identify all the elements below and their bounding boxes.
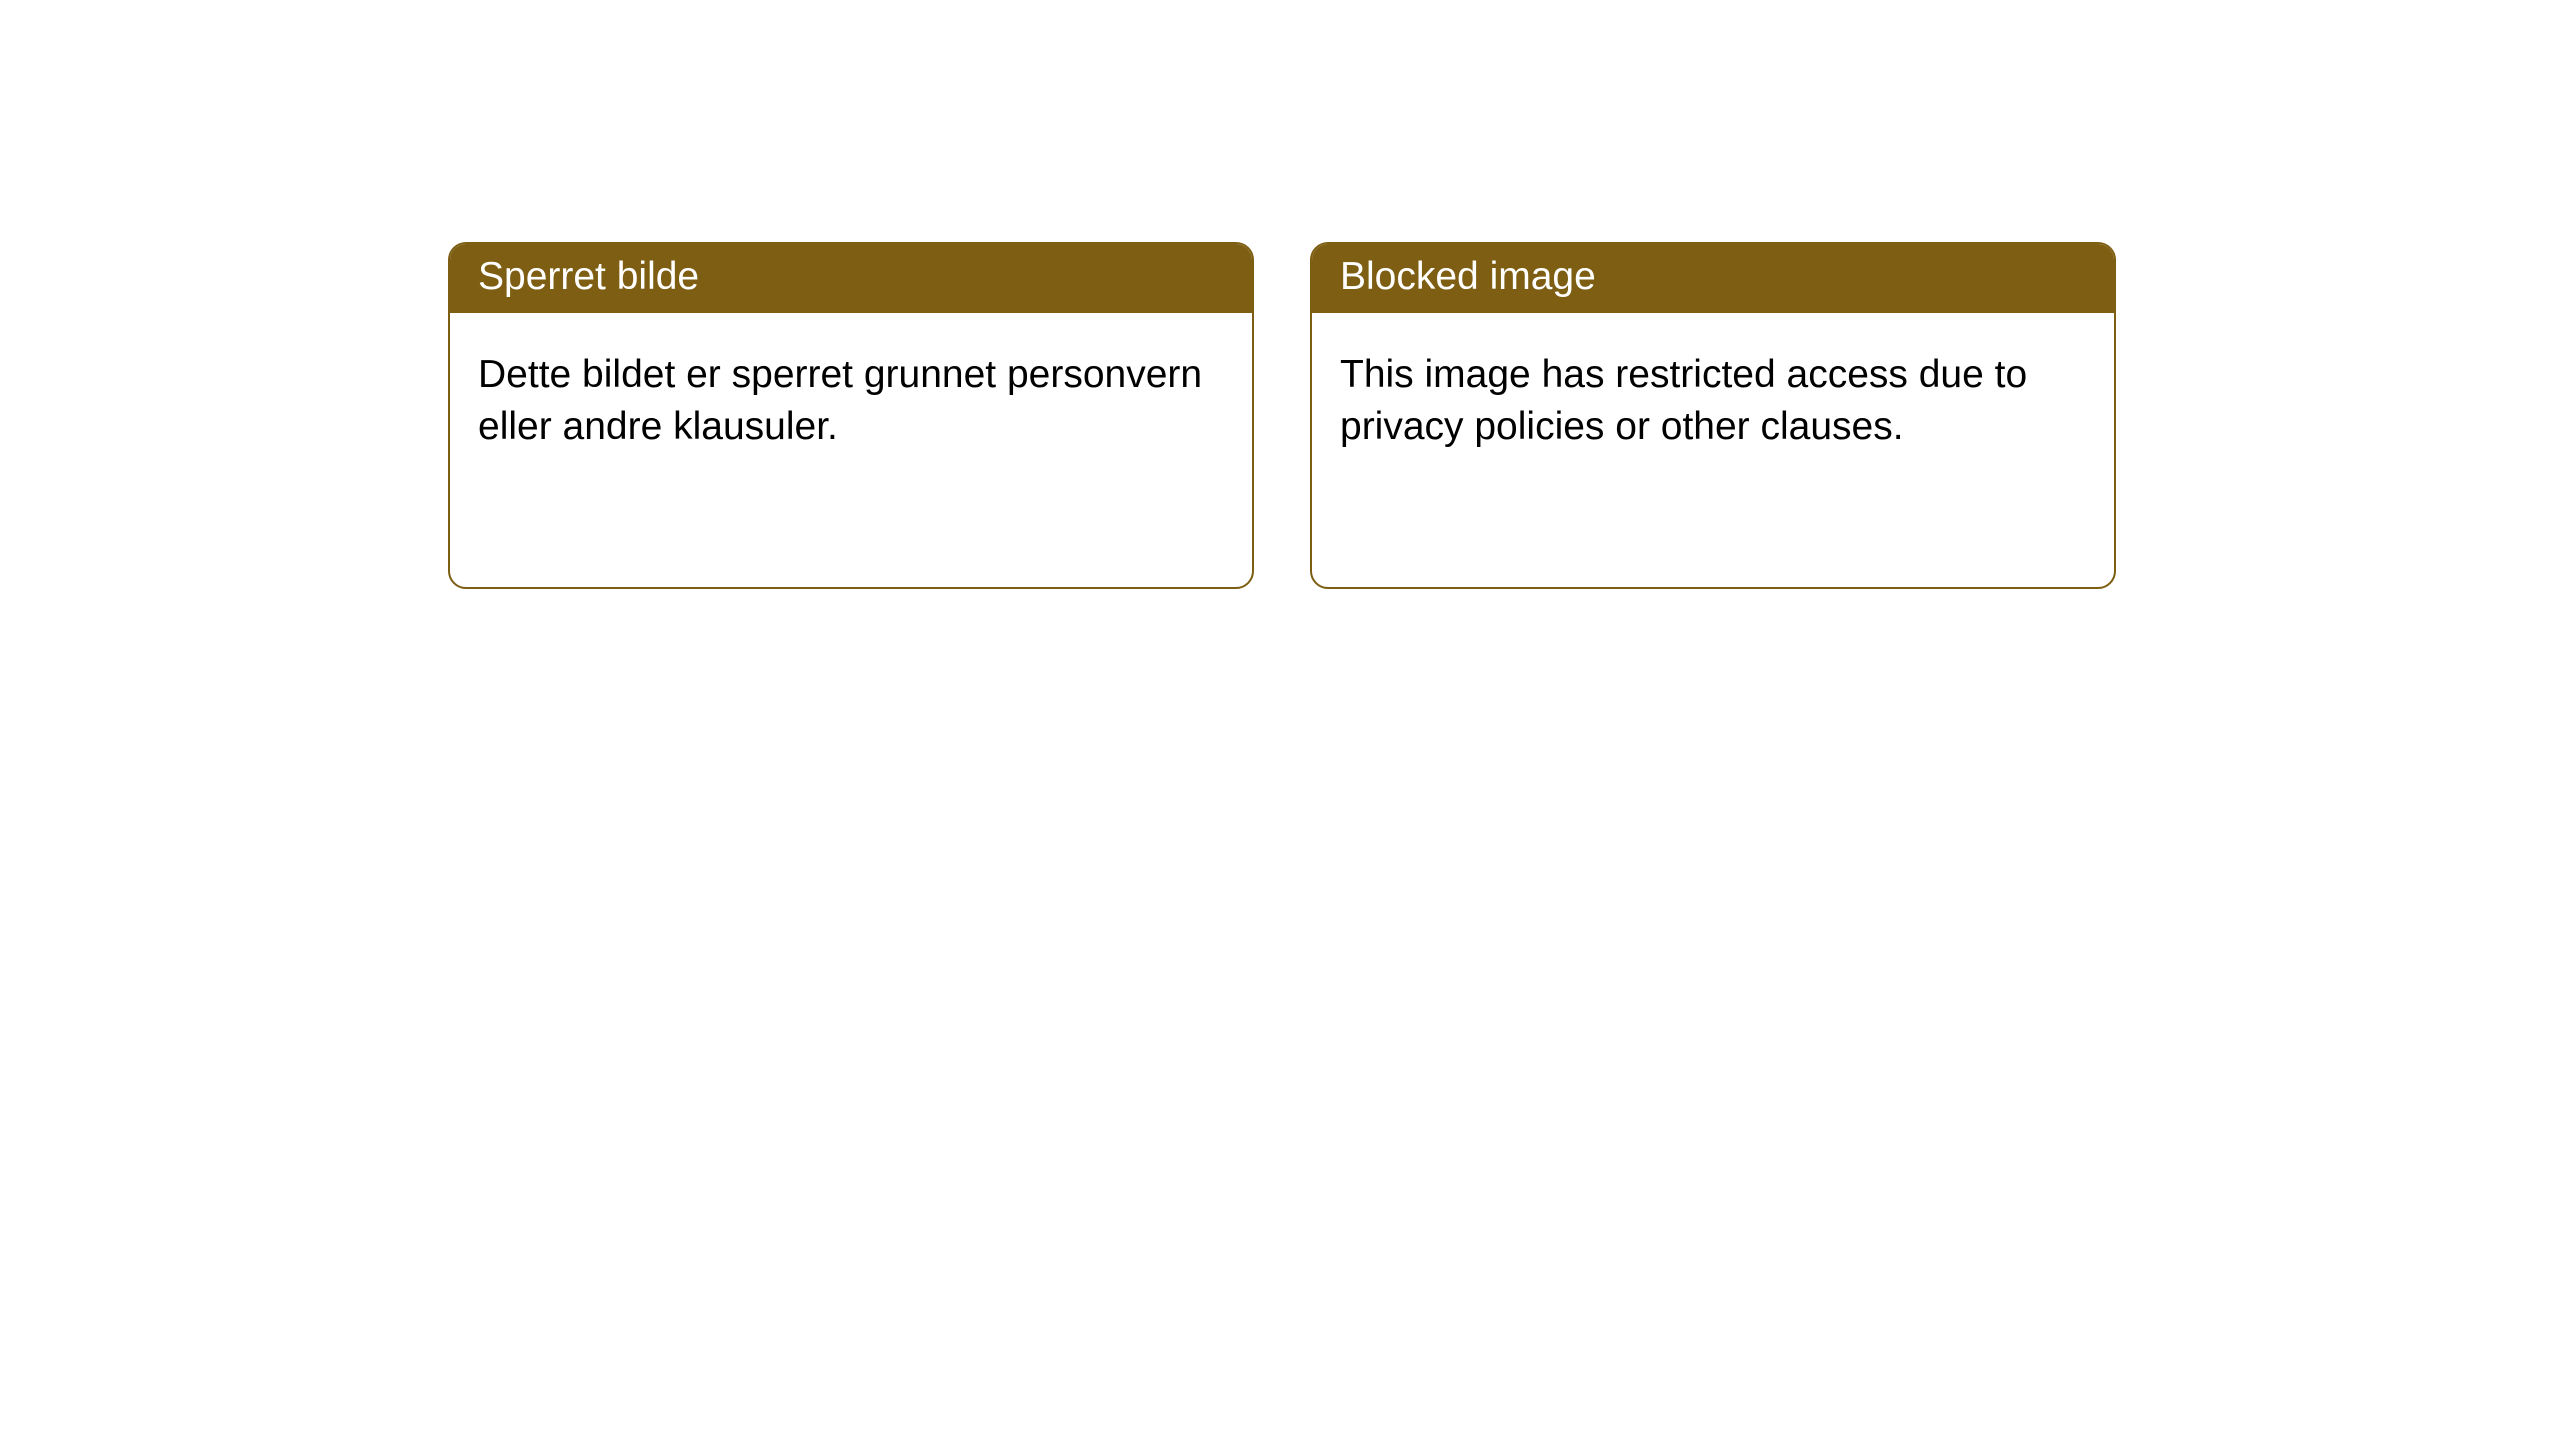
blocked-image-card-en: Blocked image This image has restricted … xyxy=(1310,242,2116,589)
blocked-image-notice-container: Sperret bilde Dette bildet er sperret gr… xyxy=(0,0,2560,589)
card-header-no: Sperret bilde xyxy=(450,244,1252,313)
card-body-no: Dette bildet er sperret grunnet personve… xyxy=(450,313,1252,587)
blocked-image-card-no: Sperret bilde Dette bildet er sperret gr… xyxy=(448,242,1254,589)
card-body-en: This image has restricted access due to … xyxy=(1312,313,2114,587)
card-header-en: Blocked image xyxy=(1312,244,2114,313)
